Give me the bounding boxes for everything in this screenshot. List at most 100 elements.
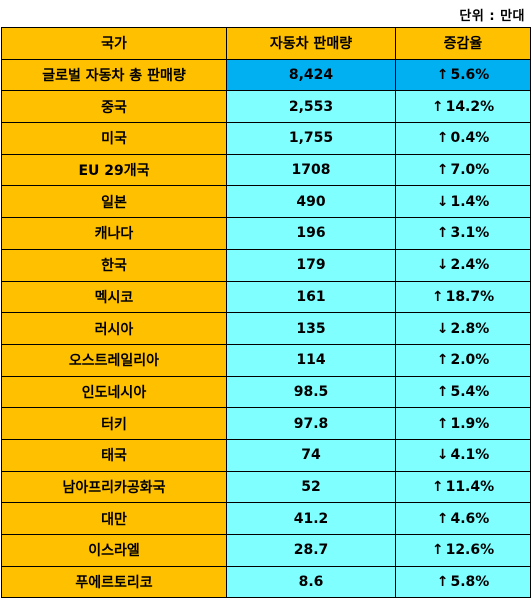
growth-value: 4.1% xyxy=(450,447,490,464)
arrow-up-icon: ↑ xyxy=(431,542,444,559)
country-cell: 캐나다 xyxy=(1,217,227,250)
growth-cell: ↑ 14.2% xyxy=(395,90,531,124)
sales-cell: 98.5 xyxy=(226,375,396,409)
table-row: 러시아 135 ↓ 2.8% xyxy=(1,312,531,345)
table-row: 푸에르토리코 8.6 ↑ 5.8% xyxy=(1,565,531,599)
table-row: 남아프리카공화국 52 ↑ 11.4% xyxy=(1,470,531,504)
growth-value: 4.6% xyxy=(450,510,490,527)
country-cell: 미국 xyxy=(1,122,227,155)
table-row: 멕시코 161 ↑ 18.7% xyxy=(1,280,531,314)
growth-value: 14.2% xyxy=(445,98,495,115)
arrow-up-icon: ↑ xyxy=(436,130,449,147)
growth-value: 5.4% xyxy=(450,383,490,400)
growth-cell: ↓ 1.4% xyxy=(395,185,531,219)
growth-value: 7.0% xyxy=(450,162,490,179)
sales-cell: 28.7 xyxy=(226,534,396,567)
sales-cell: 74 xyxy=(226,438,396,472)
sales-cell: 135 xyxy=(226,312,396,345)
sales-cell: 1,755 xyxy=(226,122,396,155)
sales-cell: 1708 xyxy=(226,153,396,187)
table-row: 중국 2,553 ↑ 14.2% xyxy=(1,90,531,124)
sales-cell: 196 xyxy=(226,217,396,250)
sales-cell: 490 xyxy=(226,185,396,219)
sales-cell: 179 xyxy=(226,248,396,282)
arrow-up-icon: ↑ xyxy=(436,383,449,400)
country-cell: 멕시코 xyxy=(1,280,227,314)
table-body: 글로벌 자동차 총 판매량 8,424 ↑ 5.6% 중국 2,553 ↑ 14.2% 미국 1,… xyxy=(1,58,531,599)
growth-cell: ↑ 5.6% xyxy=(395,58,531,92)
sales-cell: 161 xyxy=(226,280,396,314)
growth-value: 0.4% xyxy=(450,130,490,147)
growth-value: 11.4% xyxy=(445,478,495,495)
arrow-down-icon: ↓ xyxy=(436,447,449,464)
arrow-up-icon: ↑ xyxy=(436,415,449,432)
growth-cell: ↑ 11.4% xyxy=(395,470,531,504)
growth-cell: ↑ 18.7% xyxy=(395,280,531,314)
growth-cell: ↑ 2.0% xyxy=(395,343,531,377)
country-cell: 인도네시아 xyxy=(1,375,227,409)
arrow-up-icon: ↑ xyxy=(436,352,449,369)
header-country: 국가 xyxy=(1,27,227,60)
table-row: 터키 97.8 ↑ 1.9% xyxy=(1,407,531,440)
sales-cell: 8,424 xyxy=(226,58,396,92)
growth-value: 12.6% xyxy=(445,542,495,559)
table-row: 미국 1,755 ↑ 0.4% xyxy=(1,122,531,155)
unit-note: 단위 : 만대 xyxy=(459,9,525,24)
table-row: 이스라엘 28.7 ↑ 12.6% xyxy=(1,534,531,567)
arrow-down-icon: ↓ xyxy=(436,320,449,337)
car-sales-table: 국가 자동차 판매량 증감율 글로벌 자동차 총 판매량 8,424 ↑ 5.6% 중국… xyxy=(1,27,531,599)
growth-cell: ↑ 12.6% xyxy=(395,534,531,567)
arrow-up-icon: ↑ xyxy=(431,98,444,115)
sales-cell: 41.2 xyxy=(226,502,396,535)
country-cell: 일본 xyxy=(1,185,227,219)
growth-cell: ↑ 5.8% xyxy=(395,565,531,599)
growth-cell: ↑ 3.1% xyxy=(395,217,531,250)
country-cell: 오스트레일리아 xyxy=(1,343,227,377)
table-row: 오스트레일리아 114 ↑ 2.0% xyxy=(1,343,531,377)
country-cell: 남아프리카공화국 xyxy=(1,470,227,504)
arrow-up-icon: ↑ xyxy=(431,288,444,305)
arrow-up-icon: ↑ xyxy=(436,162,449,179)
country-cell: 러시아 xyxy=(1,312,227,345)
country-cell: 이스라엘 xyxy=(1,534,227,567)
table-row: 대만 41.2 ↑ 4.6% xyxy=(1,502,531,535)
country-cell: 한국 xyxy=(1,248,227,282)
sales-cell: 97.8 xyxy=(226,407,396,440)
table-row: 한국 179 ↓ 2.4% xyxy=(1,248,531,282)
arrow-up-icon: ↑ xyxy=(436,225,449,242)
growth-value: 2.0% xyxy=(450,352,490,369)
growth-value: 18.7% xyxy=(445,288,495,305)
header-sales: 자동차 판매량 xyxy=(226,27,396,60)
table-row: EU 29개국 1708 ↑ 7.0% xyxy=(1,153,531,187)
growth-value: 5.6% xyxy=(450,67,490,84)
growth-cell: ↓ 2.8% xyxy=(395,312,531,345)
table-row: 일본 490 ↓ 1.4% xyxy=(1,185,531,219)
arrow-up-icon: ↑ xyxy=(431,478,444,495)
country-cell: 터키 xyxy=(1,407,227,440)
table-row: 캐나다 196 ↑ 3.1% xyxy=(1,217,531,250)
growth-value: 2.8% xyxy=(450,320,490,337)
arrow-up-icon: ↑ xyxy=(436,510,449,527)
arrow-up-icon: ↑ xyxy=(436,67,449,84)
growth-cell: ↑ 4.6% xyxy=(395,502,531,535)
country-cell: 대만 xyxy=(1,502,227,535)
sales-cell: 114 xyxy=(226,343,396,377)
country-cell: EU 29개국 xyxy=(1,153,227,187)
arrow-down-icon: ↓ xyxy=(436,193,449,210)
growth-value: 1.9% xyxy=(450,415,490,432)
country-cell: 중국 xyxy=(1,90,227,124)
table-header-row: 국가 자동차 판매량 증감율 xyxy=(1,27,531,60)
growth-value: 1.4% xyxy=(450,193,490,210)
growth-cell: ↑ 0.4% xyxy=(395,122,531,155)
header-growth: 증감율 xyxy=(395,27,531,60)
growth-value: 3.1% xyxy=(450,225,490,242)
country-cell: 푸에르토리코 xyxy=(1,565,227,599)
growth-value: 2.4% xyxy=(450,257,490,274)
sales-cell: 52 xyxy=(226,470,396,504)
growth-cell: ↓ 2.4% xyxy=(395,248,531,282)
arrow-up-icon: ↑ xyxy=(436,574,449,591)
sales-cell: 8.6 xyxy=(226,565,396,599)
country-cell: 태국 xyxy=(1,438,227,472)
table-row-total: 글로벌 자동차 총 판매량 8,424 ↑ 5.6% xyxy=(1,58,531,92)
table-row: 인도네시아 98.5 ↑ 5.4% xyxy=(1,375,531,409)
